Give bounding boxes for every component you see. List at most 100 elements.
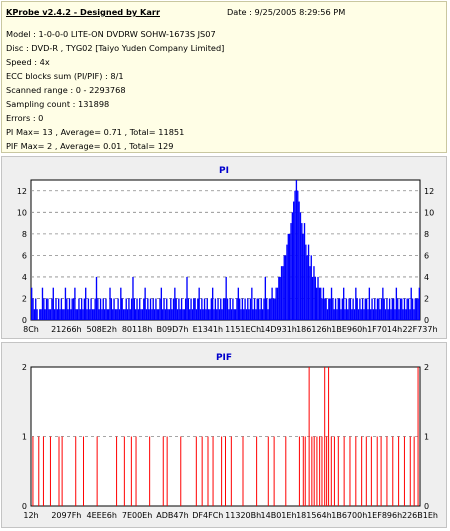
pi-bar: [47, 298, 49, 320]
pi-bar: [43, 298, 45, 320]
pi-bar: [36, 309, 38, 320]
pif-ytick-right: 0: [424, 502, 429, 511]
pi-bar: [133, 298, 136, 320]
pi-bar: [80, 298, 83, 320]
pi-bar: [279, 276, 281, 320]
pi-bar: [211, 287, 214, 320]
pi-bar: [402, 309, 404, 320]
pi-bar: [392, 298, 395, 320]
scanned-range-line: Scanned range : 0 - 2293768: [6, 85, 126, 95]
ecc-line: ECC blocks sum (PI/PIF) : 8/1: [6, 71, 124, 81]
pi-bar: [383, 298, 385, 320]
pi-bar: [411, 298, 414, 320]
pi-bar: [214, 298, 217, 320]
pi-bar: [225, 276, 227, 320]
pif-chart-panel: PIF 0 0 1 1 2 2 12h 2097Fh 4EEE6h 7E00Eh ADB47h DF4…: [1, 342, 447, 528]
pi-bar: [205, 309, 207, 320]
pi-bar: [60, 298, 63, 320]
pi-xtick-label: 1151ECh: [225, 325, 261, 334]
sampling-count-line: Sampling count : 131898: [6, 99, 110, 109]
pi-bar: [59, 309, 61, 320]
pi-bar: [248, 309, 250, 320]
pi-bar: [302, 233, 304, 320]
pi-bar: [228, 309, 230, 320]
pi-bar: [252, 309, 254, 320]
pi-bar: [266, 298, 268, 320]
pi-bar: [256, 298, 258, 320]
pif-chart: PIF 0 0 1 1 2 2 12h 2097Fh 4EEE6h 7E00Eh ADB47h DF4…: [22, 353, 438, 520]
pi-bar: [155, 298, 157, 320]
pi-bar: [121, 298, 123, 320]
pi-bar: [195, 309, 198, 320]
pi-bar: [329, 298, 331, 320]
pi-bar: [224, 298, 226, 320]
pi-bar: [365, 298, 368, 320]
pi-bar: [183, 309, 185, 320]
pi-bar: [364, 298, 366, 320]
pi-bar: [360, 309, 362, 320]
pif-stats-line: PIF Max= 2 , Average= 0.01 , Total= 129: [6, 141, 174, 151]
pif-xtick-label: 14B01Eh: [261, 511, 297, 520]
pi-bar: [229, 298, 231, 320]
pi-bar: [110, 298, 113, 320]
pi-bar: [98, 309, 100, 320]
pi-bar: [171, 309, 173, 320]
pi-ytick-left: 8: [22, 230, 27, 239]
pif-xtick-label: DF4FCh: [192, 511, 223, 520]
pi-bar: [191, 309, 194, 320]
pi-bar: [64, 287, 67, 320]
pi-bar: [122, 309, 125, 320]
pi-bar: [202, 309, 204, 320]
pi-bar: [132, 276, 134, 320]
pi-bar: [75, 309, 77, 320]
pi-bar: [203, 298, 206, 320]
pi-bar: [217, 298, 219, 320]
pi-bar: [194, 298, 196, 320]
pi-bar: [55, 298, 57, 320]
pi-bar: [35, 298, 37, 320]
scan-date: Date : 9/25/2005 8:29:56 PM: [227, 7, 346, 17]
pi-xtick-label: 80118h: [122, 325, 153, 334]
pif-chart-title: PIF: [216, 353, 232, 363]
pi-bar: [409, 309, 411, 320]
pi-bar: [405, 309, 407, 320]
pi-bar: [380, 298, 383, 320]
pi-bar: [295, 180, 298, 320]
pi-bar: [74, 287, 76, 320]
pi-bar: [44, 309, 46, 320]
pi-bar: [247, 298, 249, 320]
pi-bar: [70, 309, 72, 320]
pi-bar: [261, 309, 264, 320]
pi-bar: [310, 255, 312, 320]
pi-bar: [371, 298, 373, 320]
pi-bar: [167, 309, 169, 320]
pi-bar: [62, 309, 64, 320]
pi-bar: [240, 309, 242, 320]
pi-bar: [344, 309, 346, 320]
pi-bar: [210, 298, 212, 320]
pi-bar: [118, 309, 121, 320]
pi-bar: [89, 309, 91, 320]
pi-ytick-left: 4: [22, 273, 27, 282]
pi-ytick-right: 10: [424, 208, 434, 217]
pi-bar: [395, 287, 398, 320]
pi-bar: [41, 287, 44, 320]
pif-xtick-label: 12h: [23, 511, 38, 520]
pi-bar: [270, 298, 272, 320]
pi-bar: [241, 298, 244, 320]
pi-bar: [336, 309, 338, 320]
pi-bar: [298, 201, 300, 320]
pi-bar: [234, 309, 237, 320]
pi-ytick-right: 8: [424, 230, 429, 239]
pi-bar: [94, 298, 96, 320]
disc-line: Disc : DVD-R , TYG02 [Taiyo Yuden Compan…: [6, 43, 225, 53]
pi-xtick-label: 8Ch: [23, 325, 39, 334]
speed-line: Speed : 4x: [6, 57, 50, 67]
pif-xtick-label: 2097Fh: [51, 511, 81, 520]
pif-xtick-label: 7E00Eh: [122, 511, 152, 520]
pi-bar: [126, 309, 129, 320]
pi-bar: [93, 309, 95, 320]
pi-bar: [49, 309, 52, 320]
pi-bar: [353, 309, 356, 320]
pi-bar: [370, 309, 372, 320]
